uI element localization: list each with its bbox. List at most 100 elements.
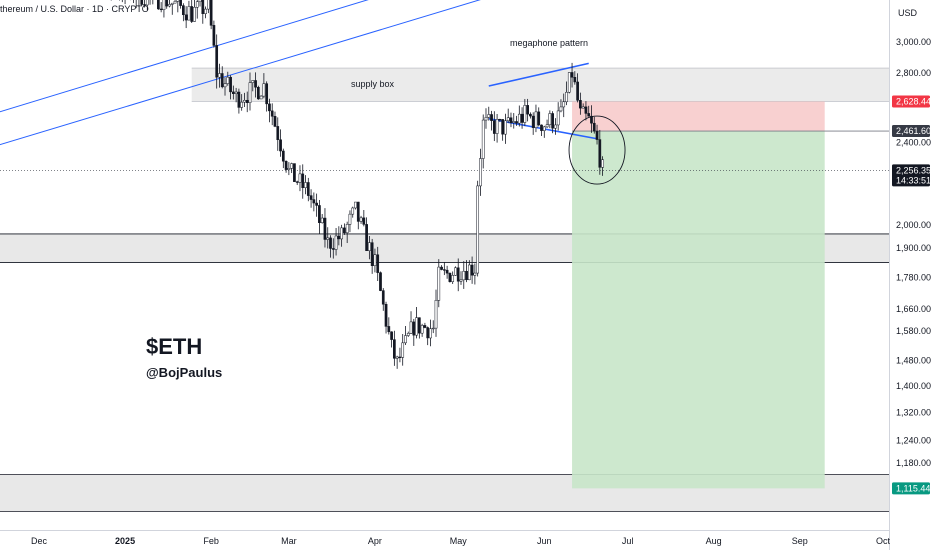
channel-line-lower[interactable] [0,0,694,146]
time-tick-label[interactable]: 2025 [115,536,135,546]
candle-body [195,1,199,8]
candle [470,256,474,284]
candle [262,73,266,99]
candle-body [370,242,374,266]
candle-body [182,5,185,16]
candle-body [584,106,588,114]
candle [201,0,205,24]
candle-body [312,199,316,204]
candle-body [187,6,191,21]
candle-body [337,235,341,240]
candle [256,85,260,100]
time-tick-label[interactable]: Jul [622,536,634,546]
candle-body [193,7,196,22]
candle [462,261,466,289]
candle [209,0,213,30]
candle-body [515,121,518,124]
candle-body [368,242,371,251]
time-tick-label[interactable]: Feb [203,536,219,546]
candle-body [431,327,435,330]
candle [265,81,269,112]
candle [234,87,238,103]
candle [179,0,182,9]
candle [587,105,591,117]
time-tick-label[interactable]: Dec [31,536,48,546]
candle [520,107,524,129]
candle [293,163,296,182]
candle [556,102,560,131]
candle-body [220,73,224,88]
candle [204,6,207,19]
candle-body [309,195,313,200]
time-ticks[interactable]: Dec 2025 Feb Mar Apr May Jun Jul Aug Sep Oct [31,536,891,546]
symbol-title[interactable]: thereum / U.S. Dollar · 1D · CRYPTO [0,4,149,14]
candle-body [354,201,357,209]
candle [165,0,169,9]
candle-body [498,119,502,121]
time-tick-label[interactable]: Jun [537,536,552,546]
countdown-timer: 14:33:51 [896,175,931,185]
candle [184,6,188,29]
candle [212,20,216,48]
candle [534,104,538,133]
ticker-watermark: $ETH [146,334,202,359]
time-tick-label[interactable]: Mar [281,536,297,546]
candle-body [265,83,269,105]
candle [248,72,252,111]
candle-body [243,99,246,103]
candle-body [517,113,521,124]
candle-body [415,317,418,336]
price-tick-label: 2,000.00 [896,220,931,230]
supply-box-label: supply box [351,79,395,89]
time-tick-label[interactable]: Oct [876,536,891,546]
candle-body [212,25,216,46]
candle [542,125,546,138]
candle-body [348,213,352,225]
candle [340,224,343,247]
candle [290,162,293,174]
candle [223,77,227,96]
candle [523,98,527,127]
candle-body [173,0,177,4]
time-tick-label[interactable]: Sep [792,536,808,546]
price-tick-label: 1,240.00 [896,436,931,446]
channel-line-upper[interactable] [0,0,580,113]
megaphone-lower-line[interactable] [488,117,598,140]
candle [157,0,160,10]
candle-body [601,159,604,168]
candle-body [448,272,452,282]
candle-body [479,158,482,187]
candle-body [365,224,368,251]
candle-body [587,113,591,117]
candle [579,92,582,115]
candle-body [456,267,460,282]
price-tick-label: 2,400.00 [896,138,931,148]
candle-body [162,0,166,10]
candle-body [159,8,163,11]
time-tick-label[interactable]: Aug [706,536,722,546]
candle [601,156,604,176]
candle-body [556,110,560,126]
candle-body [218,73,221,78]
candle [198,0,202,7]
time-tick-label[interactable]: Apr [368,536,382,546]
candle-body [481,119,485,159]
candle [195,0,199,19]
candle-body [331,248,335,250]
highlight-circle [568,115,626,185]
candle-body [512,121,516,123]
candle [423,322,427,329]
candle-body [476,185,480,274]
candle-body [551,113,554,129]
time-axis-background [0,530,932,550]
candle [173,0,177,4]
time-tick-label[interactable]: May [450,536,468,546]
candle [440,265,443,271]
candle [329,235,332,258]
current-price-tag: 2,256.35 [896,165,931,175]
candle-body [226,76,230,84]
candle [420,323,424,337]
entry-price-tag: 2,461.60 [896,126,931,136]
candle-body [168,4,171,7]
